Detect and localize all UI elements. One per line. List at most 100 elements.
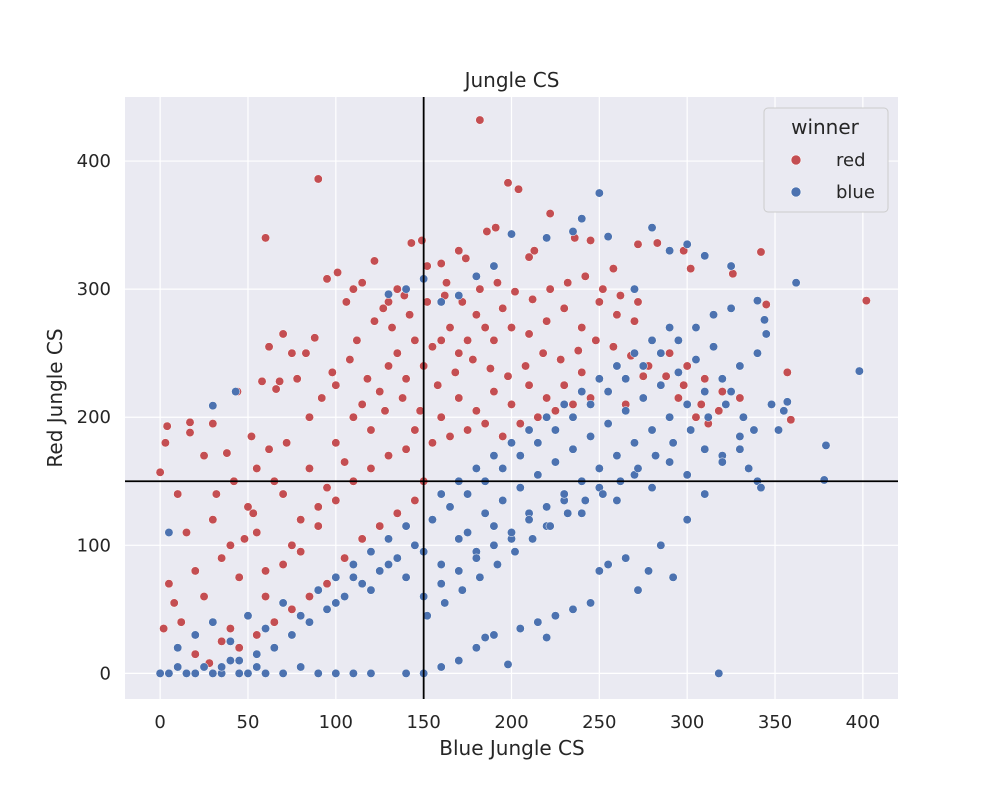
scatter-point-blue [384, 534, 393, 544]
scatter-point-blue [475, 572, 485, 582]
scatter-point-blue [440, 598, 450, 608]
scatter-point-blue [621, 553, 631, 563]
scatter-point-blue [594, 463, 604, 473]
scatter-point-red [261, 566, 270, 576]
scatter-point-red [450, 367, 460, 377]
scatter-point-red [305, 412, 314, 422]
scatter-point-red [498, 303, 508, 313]
scatter-point-blue [313, 585, 323, 595]
scatter-point-blue [190, 668, 200, 678]
scatter-point-red [559, 380, 569, 390]
scatter-point-blue [331, 598, 341, 608]
scatter-point-red [521, 361, 531, 371]
scatter-point-blue [542, 633, 552, 642]
scatter-point-red [861, 296, 871, 306]
scatter-point-red [427, 438, 437, 448]
scatter-point-blue [436, 579, 446, 589]
y-axis-label: Red Jungle CS [43, 328, 67, 467]
scatter-point-red [287, 540, 297, 550]
scatter-point-red [275, 376, 285, 386]
scatter-point-red [225, 540, 235, 550]
scatter-point-red [190, 649, 200, 659]
scatter-point-red [392, 284, 402, 294]
scatter-point-red [563, 278, 573, 288]
scatter-point-blue [287, 630, 297, 640]
scatter-point-blue [542, 233, 552, 243]
scatter-point-red [417, 236, 427, 245]
scatter-point-red [155, 467, 165, 477]
y-tick-label: 400 [77, 151, 111, 172]
scatter-point-red [507, 323, 516, 333]
scatter-point-red [352, 335, 362, 345]
scatter-point-red [580, 271, 590, 281]
scatter-point-red [696, 399, 706, 409]
scatter-point-red [296, 515, 306, 525]
scatter-point-red [475, 115, 485, 125]
scatter-point-red [533, 412, 543, 422]
scatter-point-blue [436, 662, 446, 672]
scatter-point-blue [726, 261, 736, 271]
x-tick-label: 350 [758, 712, 792, 733]
scatter-point-red [491, 223, 501, 233]
scatter-point-blue [348, 572, 358, 582]
scatter-point-red [199, 592, 209, 601]
scatter-point-blue [384, 289, 393, 299]
scatter-point-blue [545, 521, 555, 531]
scatter-point-red [370, 316, 379, 326]
scatter-point-red [269, 617, 279, 627]
scatter-point-red [327, 367, 337, 377]
scatter-point-blue [735, 431, 745, 441]
x-axis-label: Blue Jungle CS [439, 736, 584, 760]
legend-label-blue: blue [836, 182, 875, 203]
scatter-point-red [384, 451, 393, 461]
x-tick-label: 200 [494, 712, 528, 733]
scatter-point-red [375, 521, 385, 531]
scatter-point-blue [656, 380, 666, 390]
scatter-point-blue [612, 451, 622, 461]
x-tick-label: 150 [406, 712, 440, 733]
scatter-point-red [164, 579, 174, 589]
scatter-point-red [471, 310, 481, 320]
scatter-point-red [348, 412, 358, 422]
scatter-point-red [160, 438, 170, 448]
scatter-point-red [305, 592, 314, 601]
scatter-point-blue [401, 668, 411, 678]
scatter-point-blue [673, 367, 683, 377]
scatter-point-blue [498, 496, 508, 505]
scatter-point-blue [761, 329, 771, 339]
scatter-point-red [577, 367, 587, 377]
scatter-point-blue [515, 624, 525, 634]
scatter-point-red [261, 233, 270, 243]
scatter-point-red [682, 361, 692, 371]
scatter-point-blue [756, 483, 766, 493]
scatter-point-blue [586, 399, 596, 409]
scatter-point-blue [682, 239, 692, 249]
legend-box [763, 107, 889, 213]
scatter-point-red [463, 425, 473, 435]
y-tick-label: 300 [77, 279, 111, 300]
scatter-point-blue [471, 643, 481, 653]
scatter-point-blue [410, 540, 420, 550]
scatter-point-red [173, 489, 183, 499]
scatter-point-blue [594, 188, 604, 198]
scatter-point-blue [489, 540, 499, 550]
scatter-point-red [296, 547, 306, 557]
scatter-point-red [348, 284, 358, 294]
scatter-point-blue [533, 617, 543, 627]
scatter-point-blue [717, 457, 727, 467]
scatter-point-blue [366, 668, 376, 678]
scatter-point-blue [261, 624, 270, 634]
scatter-point-red [786, 415, 796, 425]
scatter-point-blue [225, 656, 235, 666]
scatter-point-red [454, 246, 464, 256]
scatter-point-red [247, 431, 256, 441]
scatter-point-blue [436, 560, 446, 569]
scatter-point-blue [782, 397, 792, 407]
scatter-point-blue [503, 659, 513, 669]
scatter-point-red [633, 239, 643, 249]
scatter-point-blue [717, 374, 727, 384]
scatter-point-blue [714, 668, 724, 678]
scatter-point-red [370, 256, 379, 266]
scatter-point-red [185, 417, 195, 427]
